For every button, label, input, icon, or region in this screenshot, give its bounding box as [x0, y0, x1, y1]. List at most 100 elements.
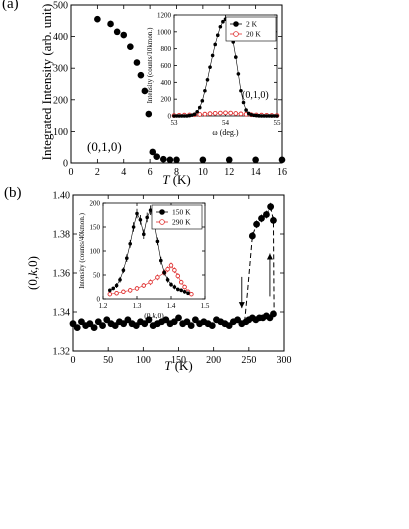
data-point [270, 114, 274, 118]
data-point [238, 111, 244, 117]
data-point [207, 111, 213, 116]
data-point [145, 110, 153, 118]
data-point [175, 273, 181, 279]
data-point [165, 266, 170, 272]
y-axis-label: Integrated Intensity (arb. unit) [39, 4, 54, 161]
y-tick-label: 1.38 [53, 230, 71, 241]
x-tick-label: 10 [198, 167, 208, 178]
data-point [257, 114, 261, 118]
data-point [186, 291, 190, 296]
data-point [125, 256, 129, 261]
data-point [267, 203, 275, 211]
x-tick-label: 54 [222, 119, 230, 127]
data-point [239, 88, 243, 93]
y-tick-label: 400 [161, 79, 172, 87]
y-tick-label: 600 [161, 62, 172, 70]
y-tick-label: 400 [53, 32, 68, 43]
data-point [90, 324, 98, 331]
data-point [113, 28, 121, 36]
data-point [127, 43, 134, 51]
data-point [236, 72, 241, 76]
data-point [121, 289, 126, 295]
data-point [267, 114, 272, 118]
y-tick-label: 200 [90, 199, 101, 207]
data-point [179, 288, 183, 293]
x-axis-label: T (K) [164, 358, 193, 373]
y-tick-label: 50 [93, 271, 101, 279]
data-point [141, 283, 147, 288]
y-axis-label: Intensity (counts/40kmon.) [78, 212, 86, 288]
data-point [252, 156, 259, 164]
annotation-label: (0,1,0) [242, 90, 269, 101]
data-point [121, 268, 126, 273]
y-tick-label: 500 [53, 1, 68, 12]
data-point [258, 215, 265, 222]
data-point [168, 263, 174, 268]
data-point [248, 232, 256, 240]
data-point [108, 288, 112, 293]
data-point [272, 114, 277, 118]
data-point [162, 270, 166, 275]
data-point [94, 15, 101, 23]
x-tick-label: 4 [121, 167, 126, 178]
data-point [172, 114, 176, 118]
legend-marker [233, 31, 239, 37]
y-tick-label: 1.34 [53, 308, 71, 319]
data-point [205, 78, 210, 82]
x-tick-label: 0 [69, 167, 74, 178]
data-point [218, 24, 223, 29]
data-point [192, 112, 197, 117]
x-tick-label: 2 [95, 167, 100, 178]
x-axis-label: ω (deg.) [212, 128, 238, 137]
dashed-guide [270, 206, 275, 314]
arrow-head [266, 253, 273, 260]
axes-a-main: 0 2 4 6 8 10 12 14 16 0 100 200 300 400 500 (0,1,0) T (K… [39, 1, 287, 188]
x-tick-label: 50 [103, 355, 113, 366]
data-point [149, 148, 157, 156]
data-point [275, 114, 279, 118]
legend-label: 150 K [172, 208, 191, 217]
data-point [165, 278, 170, 282]
data-point [131, 225, 136, 229]
data-point [145, 215, 149, 220]
legend-label: 20 K [246, 30, 261, 39]
panel-label-b: (b) [4, 185, 22, 201]
data-point [114, 283, 119, 288]
x-tick-label: 1.2 [99, 302, 108, 310]
x-tick-label: 150 [171, 355, 186, 366]
data-point [141, 87, 149, 95]
x-tick-label: 12 [224, 167, 234, 178]
data-point [159, 258, 163, 263]
x-tick-label: 53 [171, 119, 179, 127]
data-point [182, 290, 187, 294]
y-tick-label: 1200 [157, 11, 172, 19]
x-tick-label: 14 [251, 167, 261, 178]
data-point [155, 239, 160, 244]
y-tick-label: 0 [97, 295, 101, 303]
y-tick-label: 800 [161, 45, 172, 53]
y-tick-label: 1.36 [53, 269, 71, 280]
data-point [177, 114, 181, 118]
data-point [138, 218, 143, 222]
data-point [155, 275, 160, 280]
data-point [148, 208, 153, 212]
y-tick-label: 100 [53, 127, 68, 138]
y-tick-label: 1.40 [53, 191, 71, 202]
data-point [233, 111, 239, 116]
data-point [210, 53, 215, 58]
data-point [208, 65, 212, 69]
x-tick-label: 200 [206, 355, 221, 366]
axes-a-inset: 53 54 55 0 200 400 600 800 1000 1200 2 K20 K (0,1,0… [146, 11, 281, 137]
data-point [199, 156, 207, 164]
x-tick-label: 6 [148, 167, 153, 178]
data-point [200, 99, 205, 103]
x-tick-label: 16 [277, 167, 287, 178]
legend-box [225, 16, 277, 42]
y-tick-label: 1.32 [53, 347, 71, 358]
data-point [234, 55, 238, 59]
y-tick-label: 200 [161, 96, 172, 104]
arrow-head [238, 302, 245, 309]
legend-marker [233, 21, 239, 27]
